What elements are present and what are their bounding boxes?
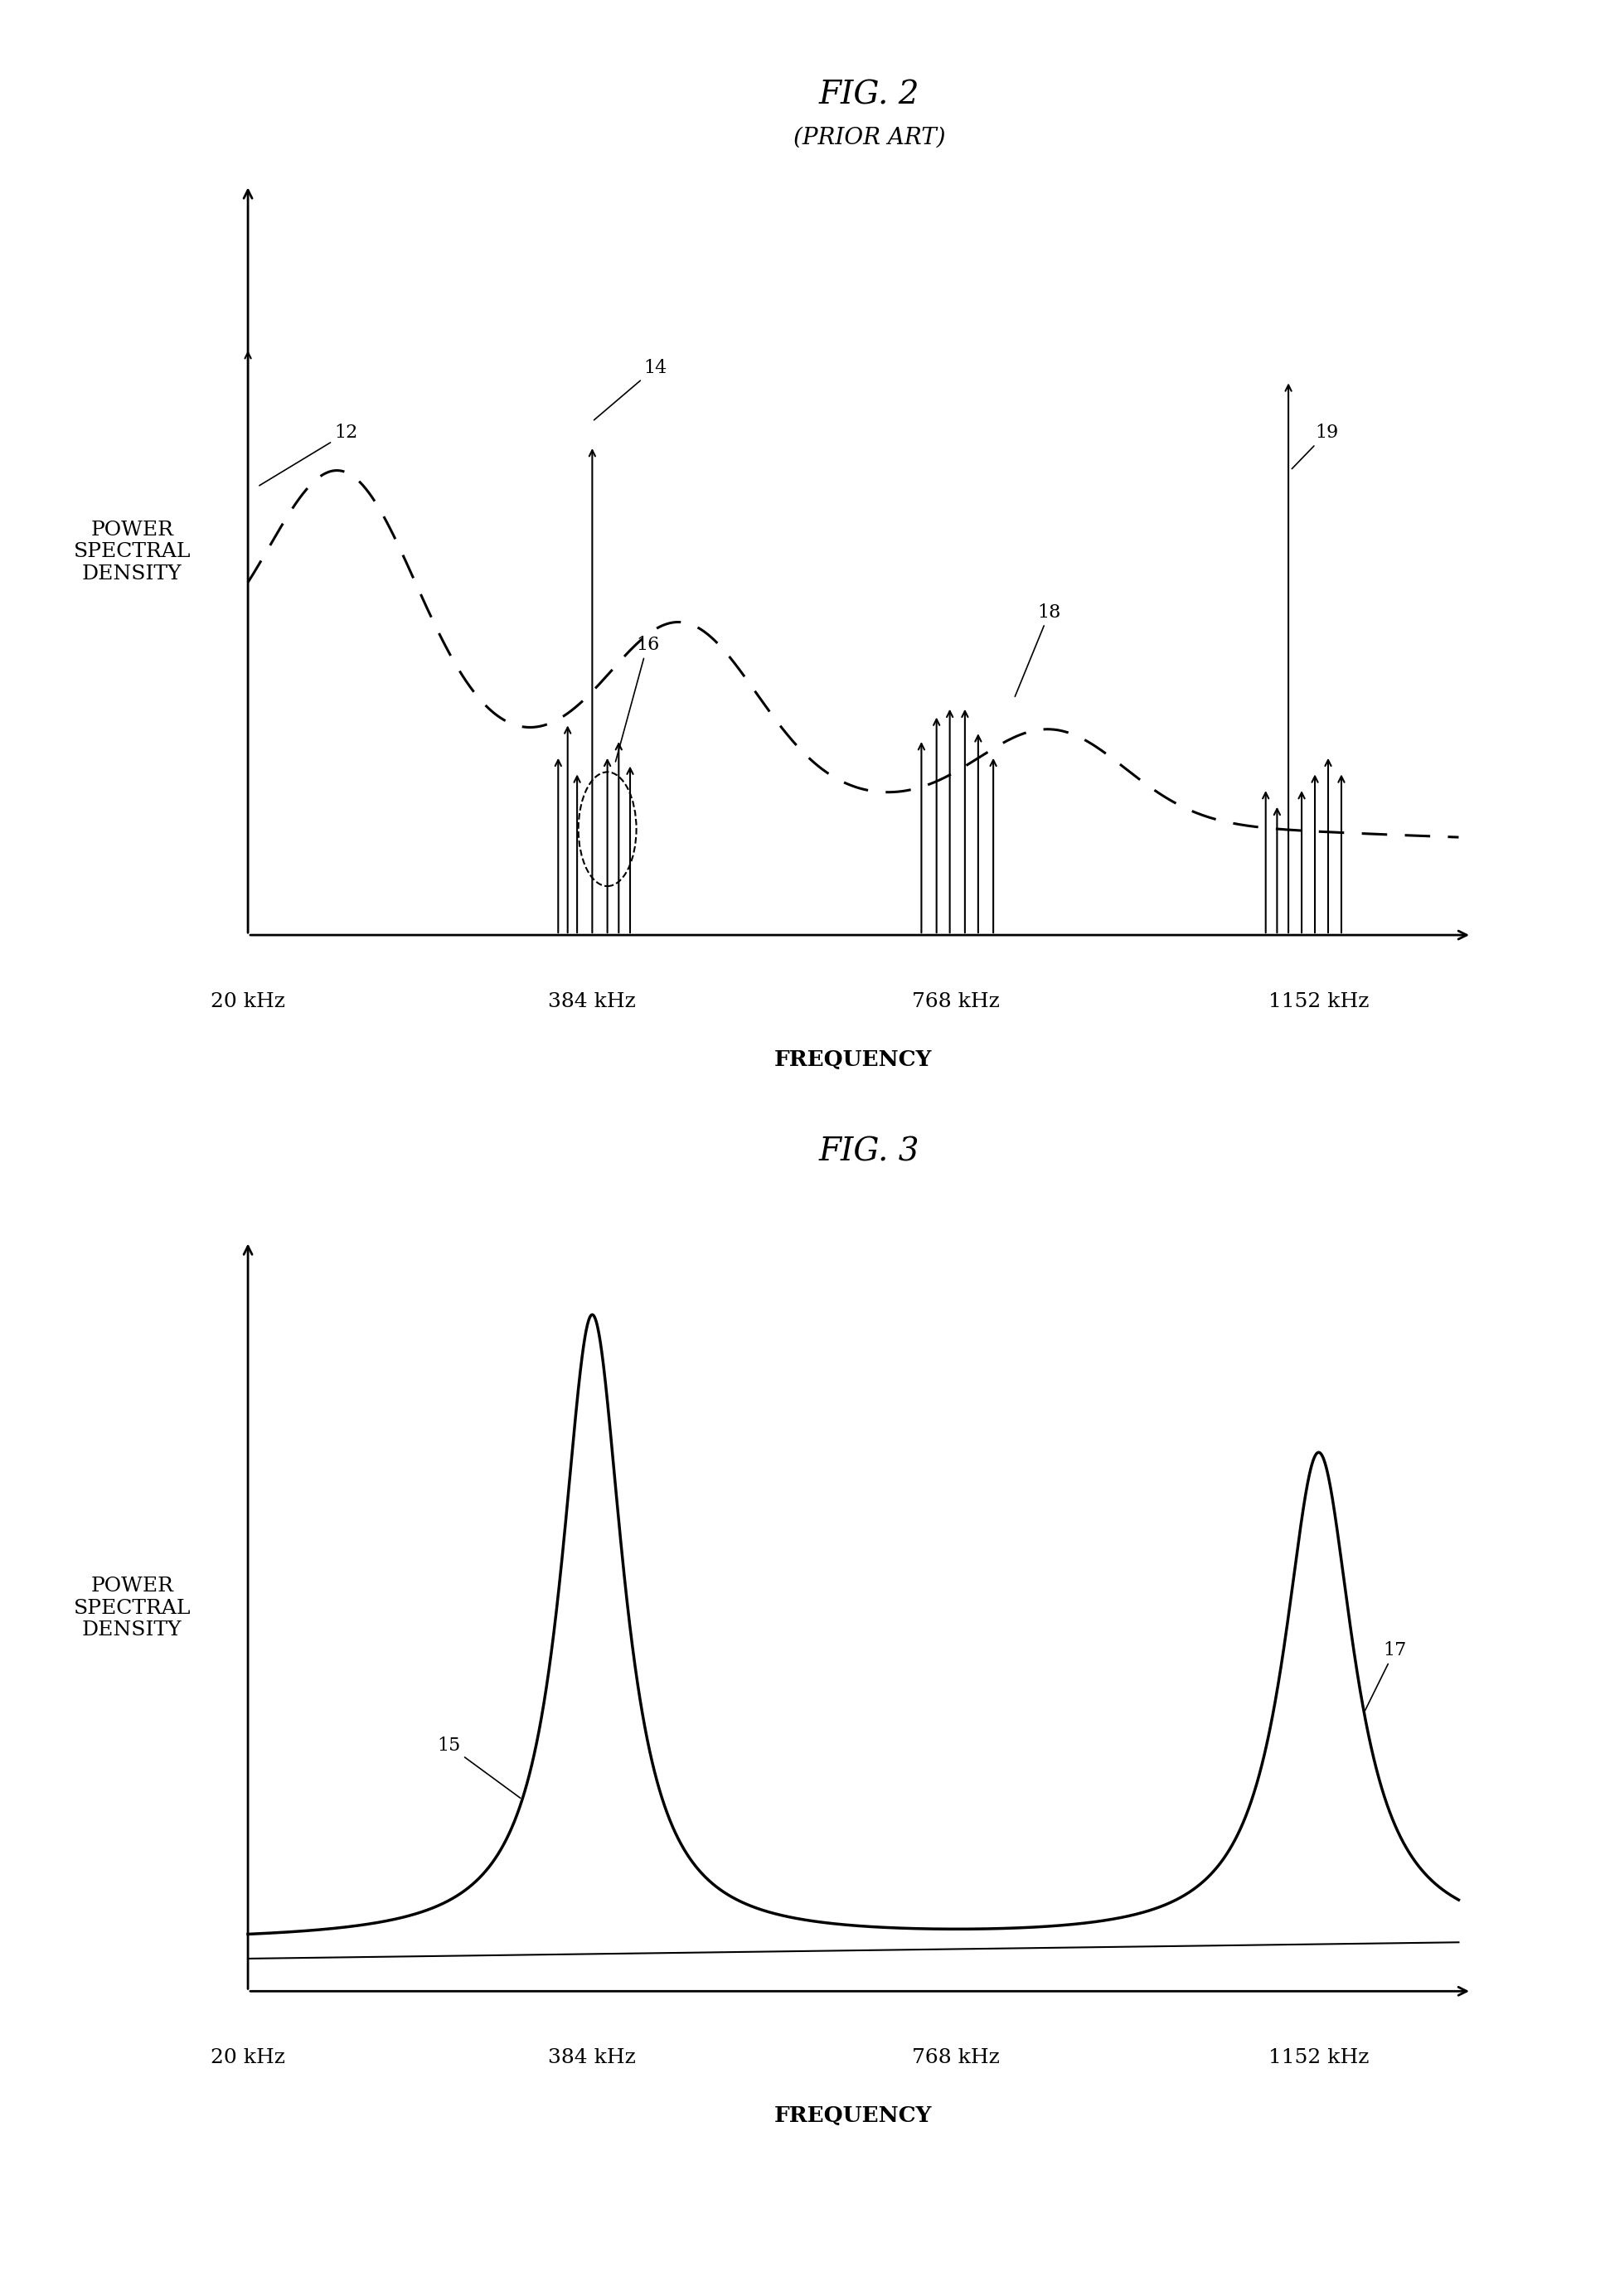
Text: FREQUENCY: FREQUENCY: [774, 2105, 932, 2126]
Text: 14: 14: [594, 358, 667, 420]
Text: 17: 17: [1365, 1642, 1407, 1711]
Text: 20 kHz: 20 kHz: [211, 2048, 285, 2066]
Text: FREQUENCY: FREQUENCY: [774, 1049, 932, 1070]
Text: 1152 kHz: 1152 kHz: [1269, 2048, 1368, 2066]
Text: FIG. 2: FIG. 2: [819, 80, 919, 110]
Text: 16: 16: [615, 636, 658, 762]
Text: 384 kHz: 384 kHz: [549, 2048, 636, 2066]
Text: 768 kHz: 768 kHz: [911, 2048, 1000, 2066]
Text: POWER
SPECTRAL
DENSITY: POWER SPECTRAL DENSITY: [74, 1577, 190, 1639]
Text: 20 kHz: 20 kHz: [211, 992, 285, 1010]
Text: 18: 18: [1014, 604, 1061, 696]
Text: 768 kHz: 768 kHz: [911, 992, 1000, 1010]
Text: 19: 19: [1291, 425, 1338, 468]
Text: (PRIOR ART): (PRIOR ART): [794, 126, 945, 149]
Text: 12: 12: [259, 425, 357, 484]
Text: 1152 kHz: 1152 kHz: [1269, 992, 1368, 1010]
Text: FIG. 3: FIG. 3: [819, 1137, 919, 1166]
Text: 15: 15: [438, 1736, 520, 1798]
Text: POWER
SPECTRAL
DENSITY: POWER SPECTRAL DENSITY: [74, 521, 190, 583]
Text: 384 kHz: 384 kHz: [549, 992, 636, 1010]
